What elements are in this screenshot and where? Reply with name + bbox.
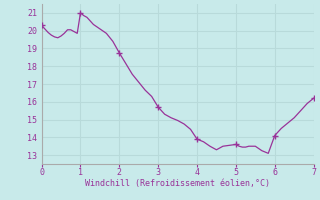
X-axis label: Windchill (Refroidissement éolien,°C): Windchill (Refroidissement éolien,°C) [85, 179, 270, 188]
